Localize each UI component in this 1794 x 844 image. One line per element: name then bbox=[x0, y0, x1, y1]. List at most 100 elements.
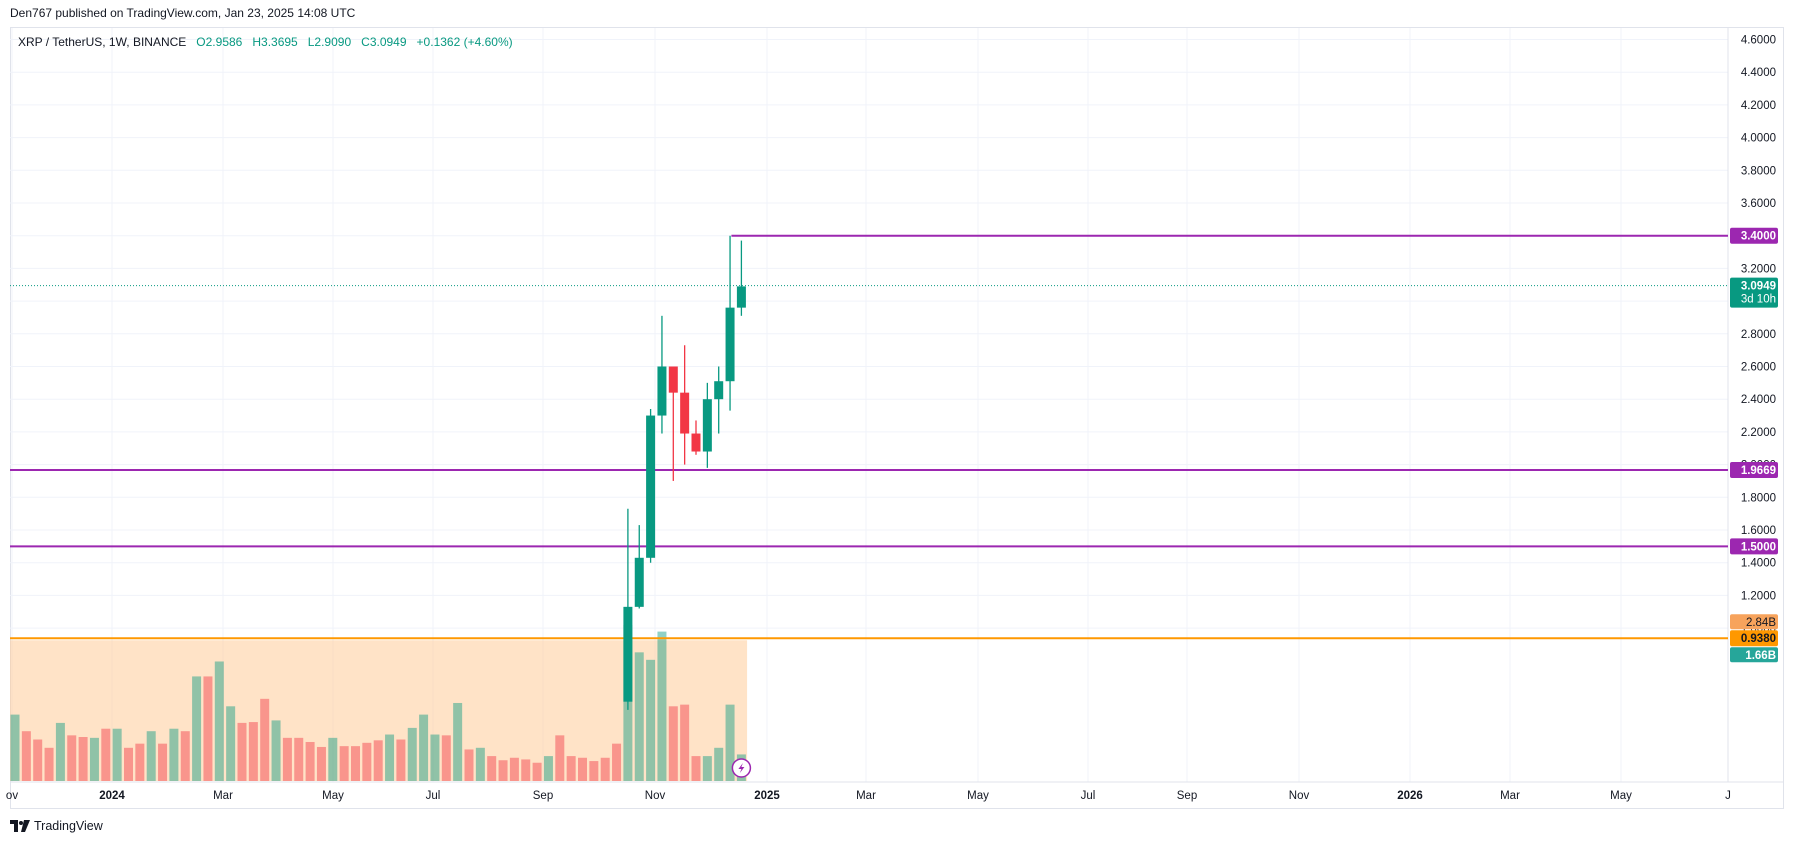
price-tick-label: 4.2000 bbox=[1741, 100, 1776, 112]
volume-bar bbox=[146, 731, 156, 781]
price-tick-label: 2.4000 bbox=[1741, 394, 1776, 406]
volume-bar bbox=[135, 743, 145, 781]
volume-bar bbox=[101, 728, 111, 781]
volume-bar bbox=[714, 747, 724, 781]
volume-bar bbox=[430, 734, 440, 781]
volume-bar bbox=[78, 737, 88, 781]
time-tick-label: 2026 bbox=[1397, 790, 1423, 802]
price-tick-label: 2.6000 bbox=[1741, 362, 1776, 374]
time-tick-label: Nov bbox=[645, 790, 666, 802]
level-price-tag-bg[interactable] bbox=[1730, 227, 1778, 244]
time-tick-label: May bbox=[967, 790, 989, 802]
volume-bar bbox=[226, 706, 236, 781]
volume-bar bbox=[464, 749, 474, 781]
volume-bar bbox=[33, 739, 43, 781]
legend-low: L2.9090 bbox=[307, 35, 352, 49]
price-tick-label: 1.8000 bbox=[1741, 492, 1776, 504]
candle-body[interactable] bbox=[702, 399, 712, 452]
ma-price-tag: 0.9380 bbox=[1741, 633, 1776, 645]
volume-bar bbox=[21, 731, 31, 781]
volume-bar bbox=[668, 706, 678, 781]
candle-body[interactable] bbox=[691, 433, 701, 452]
legend-open: O2.9586 bbox=[196, 35, 243, 49]
volume-bar bbox=[373, 740, 383, 781]
volume-bar bbox=[89, 737, 99, 781]
publish-header: Den767 published on TradingView.com, Jan… bbox=[10, 6, 356, 20]
candle-body[interactable] bbox=[680, 392, 690, 434]
legend-high: H3.3695 bbox=[252, 35, 298, 49]
volume-bar bbox=[260, 698, 270, 781]
lightning-glyph bbox=[738, 763, 745, 773]
level-price-tag: 1.5000 bbox=[1741, 541, 1776, 553]
countdown-label: 3d 10h bbox=[1741, 294, 1776, 306]
price-tick-label: 1.6000 bbox=[1741, 525, 1776, 537]
candle-body[interactable] bbox=[668, 366, 678, 393]
volume-bar bbox=[419, 714, 429, 781]
volume-bar bbox=[339, 746, 349, 781]
price-tick-label: 1.4000 bbox=[1741, 558, 1776, 570]
volume-bar bbox=[67, 735, 77, 781]
volume-bar bbox=[305, 741, 315, 781]
level-price-tag: 1.9669 bbox=[1741, 465, 1776, 477]
volume-ma-tag-bg bbox=[1730, 614, 1778, 630]
tradingview-logo-icon bbox=[10, 820, 30, 832]
candle-body[interactable] bbox=[725, 307, 735, 382]
time-tick-label: Sep bbox=[533, 790, 553, 802]
time-tick-label: Jul bbox=[426, 790, 441, 802]
level-price-tag: 3.4000 bbox=[1741, 231, 1776, 243]
volume-bar bbox=[521, 759, 531, 781]
volume-bar bbox=[271, 720, 281, 781]
candle-body[interactable] bbox=[634, 557, 644, 607]
last-price-tag-bg[interactable] bbox=[1730, 277, 1778, 308]
time-tick-label: Sep bbox=[1177, 790, 1197, 802]
footer-brand-label: TradingView bbox=[34, 819, 103, 833]
volume-bar bbox=[112, 728, 122, 781]
volume-bar bbox=[680, 704, 690, 781]
volume-tag: 1.66B bbox=[1745, 650, 1776, 662]
level-price-tag-bg[interactable] bbox=[1730, 538, 1778, 555]
time-tick-label: ov bbox=[6, 790, 18, 802]
volume-bar bbox=[600, 757, 610, 781]
candle-body[interactable] bbox=[736, 286, 746, 308]
volume-bar bbox=[657, 631, 667, 781]
volume-bar bbox=[124, 747, 133, 781]
volume-bar bbox=[691, 756, 701, 781]
volume-bar bbox=[214, 661, 224, 781]
volume-bar bbox=[578, 757, 587, 781]
volume-bar bbox=[44, 747, 54, 781]
volume-bar bbox=[498, 760, 508, 781]
candle-body[interactable] bbox=[657, 366, 667, 416]
time-tick-label: J bbox=[1725, 790, 1731, 802]
chart-frame[interactable] bbox=[10, 27, 1784, 809]
volume-bar bbox=[169, 728, 179, 781]
last-price-tag: 3.0949 bbox=[1741, 281, 1776, 293]
time-tick-label: Mar bbox=[856, 790, 876, 802]
volume-bar bbox=[351, 746, 360, 781]
volume-bar bbox=[646, 659, 656, 781]
volume-bar bbox=[192, 676, 202, 781]
time-tick-label: 2024 bbox=[99, 790, 125, 802]
volume-bar bbox=[453, 702, 463, 781]
price-tick-label: 4.6000 bbox=[1741, 35, 1776, 47]
time-tick-label: May bbox=[322, 790, 344, 802]
candle-body[interactable] bbox=[623, 606, 633, 702]
volume-bar bbox=[407, 727, 417, 781]
candle-body[interactable] bbox=[646, 415, 656, 558]
volume-bar bbox=[475, 747, 485, 781]
volume-bar bbox=[203, 676, 213, 781]
volume-bar bbox=[702, 756, 712, 781]
footer-brand[interactable]: TradingView bbox=[10, 819, 103, 833]
volume-bar bbox=[294, 737, 304, 781]
volume-bar bbox=[509, 757, 519, 781]
price-tick-label: 2.8000 bbox=[1741, 329, 1776, 341]
level-price-tag-bg[interactable] bbox=[1730, 462, 1778, 479]
price-tick-label: 1.2000 bbox=[1741, 590, 1776, 602]
volume-bar bbox=[158, 743, 168, 781]
time-tick-label: Mar bbox=[213, 790, 233, 802]
volume-bar bbox=[316, 746, 326, 781]
legend-symbol[interactable]: XRP / TetherUS, 1W, BINANCE bbox=[18, 35, 187, 49]
candle-body[interactable] bbox=[714, 381, 724, 400]
volume-bar bbox=[612, 743, 622, 781]
price-tick-label: 3.2000 bbox=[1741, 263, 1776, 275]
